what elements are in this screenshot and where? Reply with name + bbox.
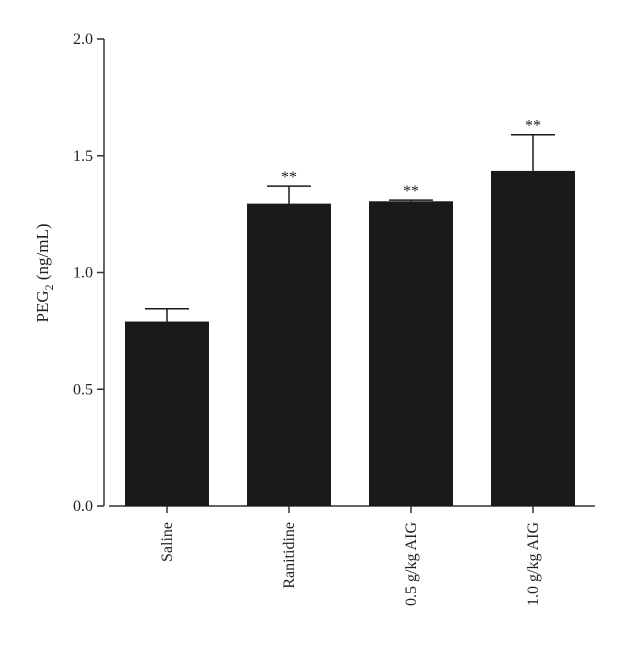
significance-marker: **	[403, 183, 419, 200]
y-tick-label: 0.5	[73, 381, 93, 398]
bar	[491, 170, 575, 507]
svg-text:PEG2 (ng/mL): PEG2 (ng/mL)	[33, 223, 56, 322]
significance-marker: **	[281, 169, 297, 186]
x-tick-label: 0.5 g/kg AIG	[403, 522, 420, 606]
y-tick-label: 0.0	[73, 498, 93, 515]
y-tick-label: 1.0	[73, 265, 93, 282]
significance-marker: **	[525, 118, 541, 135]
plot-area: 0.0 0.5 1.0 1.5 2.0 Saline ** Ranitidine ** 0.5 g…	[73, 31, 595, 606]
y-axis-title: PEG2 (ng/mL)	[33, 223, 56, 322]
y-tick-label: 2.0	[73, 31, 93, 48]
y-axis-title-main: PEG	[33, 290, 52, 322]
bar	[247, 203, 331, 506]
x-tick-label: Saline	[159, 522, 176, 562]
y-tick-label: 1.5	[73, 148, 93, 165]
y-axis-title-subscript: 2	[42, 284, 56, 290]
bar	[125, 321, 209, 506]
x-tick-label: 1.0 g/kg AIG	[525, 522, 542, 606]
y-axis-title-unit: (ng/mL)	[33, 223, 52, 284]
bar	[369, 201, 453, 506]
x-tick-label: Ranitidine	[281, 522, 298, 589]
